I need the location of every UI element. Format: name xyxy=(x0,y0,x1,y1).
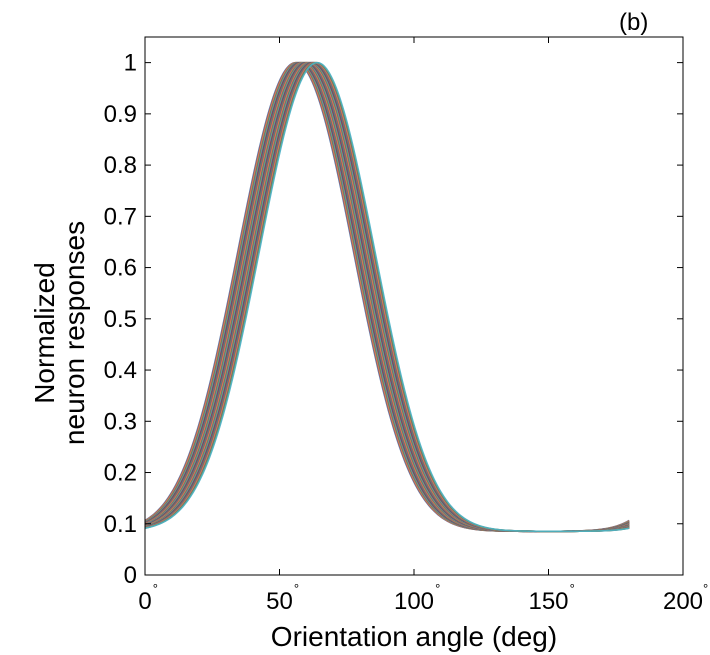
tuning-curve xyxy=(144,61,630,533)
tuning-curve xyxy=(144,61,630,533)
y-tick-label: 1 xyxy=(124,50,137,77)
tuning-curve xyxy=(144,61,630,533)
tuning-curve xyxy=(144,61,630,533)
y-tick-label: 0.8 xyxy=(104,152,137,179)
tuning-curve xyxy=(144,61,630,533)
y-tick-label: 0.6 xyxy=(104,255,137,282)
tuning-curve xyxy=(144,61,630,533)
y-tick-label: 0 xyxy=(124,562,137,589)
tuning-curve xyxy=(144,61,630,533)
y-tick-label: 0.3 xyxy=(104,408,137,435)
tuning-curve xyxy=(144,61,630,533)
x-tick-degree-symbol: ° xyxy=(570,581,575,596)
tuning-curve xyxy=(144,61,630,533)
x-tick-label: 100 xyxy=(394,588,434,615)
tuning-curve xyxy=(144,61,630,533)
tuning-curve xyxy=(144,61,630,533)
tuning-curve xyxy=(144,61,630,533)
tuning-curve xyxy=(144,61,630,533)
tuning-curve xyxy=(144,61,630,533)
y-tick-label: 0.1 xyxy=(104,511,137,538)
tuning-curve xyxy=(144,61,630,533)
tuning-curve xyxy=(144,61,630,533)
x-tick-label: 150 xyxy=(528,588,568,615)
tuning-curve xyxy=(144,61,630,533)
x-axis: 0 ° 50 ° 100 ° 150 ° 200 ° xyxy=(138,37,708,615)
tuning-curve xyxy=(144,61,630,533)
tuning-curve xyxy=(144,61,630,533)
tuning-curve xyxy=(144,61,630,533)
x-tick-degree-symbol: ° xyxy=(703,581,708,596)
tuning-curve xyxy=(144,61,630,533)
tuning-curve xyxy=(144,61,630,533)
y-tick-label: 0.4 xyxy=(104,357,137,384)
y-tick-label: 0.9 xyxy=(104,101,137,128)
y-axis-title-line-2: neuron responses xyxy=(59,221,90,445)
x-tick-degree-symbol: ° xyxy=(435,581,440,596)
y-axis: 0 0.1 0.2 0.3 0.4 0.5 0.6 0.7 0.8 0.9 1 xyxy=(104,50,683,589)
tuning-curve xyxy=(144,61,630,533)
tuning-curve xyxy=(144,61,630,533)
y-tick-label: 0.5 xyxy=(104,306,137,333)
y-tick-label: 0.2 xyxy=(104,460,137,487)
x-tick-label: 0 xyxy=(138,588,151,615)
tuning-curve xyxy=(144,61,630,533)
x-tick-label: 50 xyxy=(266,588,293,615)
panel-label: (b) xyxy=(619,9,648,36)
y-axis-title-line-1: Normalized xyxy=(29,262,60,404)
y-tick-label: 0.7 xyxy=(104,203,137,230)
tuning-curve xyxy=(144,61,630,533)
tuning-curve xyxy=(144,61,630,533)
tuning-curve xyxy=(144,61,630,533)
tuning-curve xyxy=(144,61,630,533)
x-tick-label: 200 xyxy=(663,588,703,615)
x-axis-title: Orientation angle (deg) xyxy=(271,621,557,652)
y-axis-title: Normalized neuron responses xyxy=(29,221,90,445)
x-tick-degree-symbol: ° xyxy=(153,581,158,596)
tuning-curve xyxy=(144,61,630,533)
tuning-curve xyxy=(144,61,630,533)
plot-frame xyxy=(144,36,684,576)
tuning-curve xyxy=(144,61,630,533)
tuning-curves xyxy=(144,61,630,533)
x-tick-degree-symbol: ° xyxy=(294,581,299,596)
tuning-curve xyxy=(144,61,630,533)
